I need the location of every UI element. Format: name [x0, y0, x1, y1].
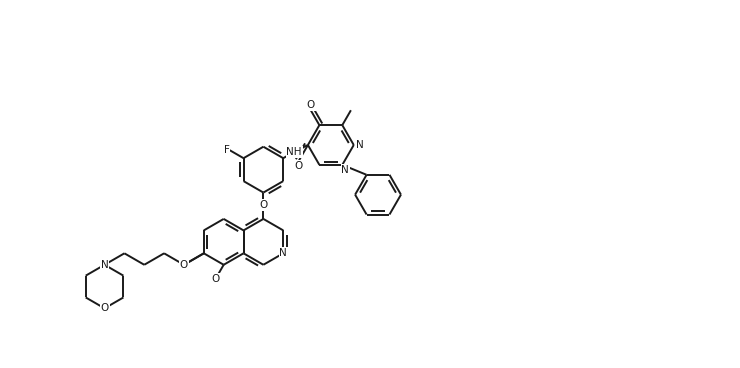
Text: N: N [101, 260, 109, 270]
Text: O: O [180, 260, 188, 270]
Text: O: O [295, 161, 303, 171]
Text: O: O [101, 303, 109, 313]
Text: O: O [259, 200, 267, 210]
Text: F: F [223, 145, 229, 155]
Text: NH: NH [286, 147, 302, 157]
Text: N: N [280, 248, 287, 258]
Text: O: O [306, 100, 315, 110]
Text: N: N [341, 164, 349, 175]
Text: O: O [212, 274, 220, 284]
Text: N: N [356, 140, 363, 150]
